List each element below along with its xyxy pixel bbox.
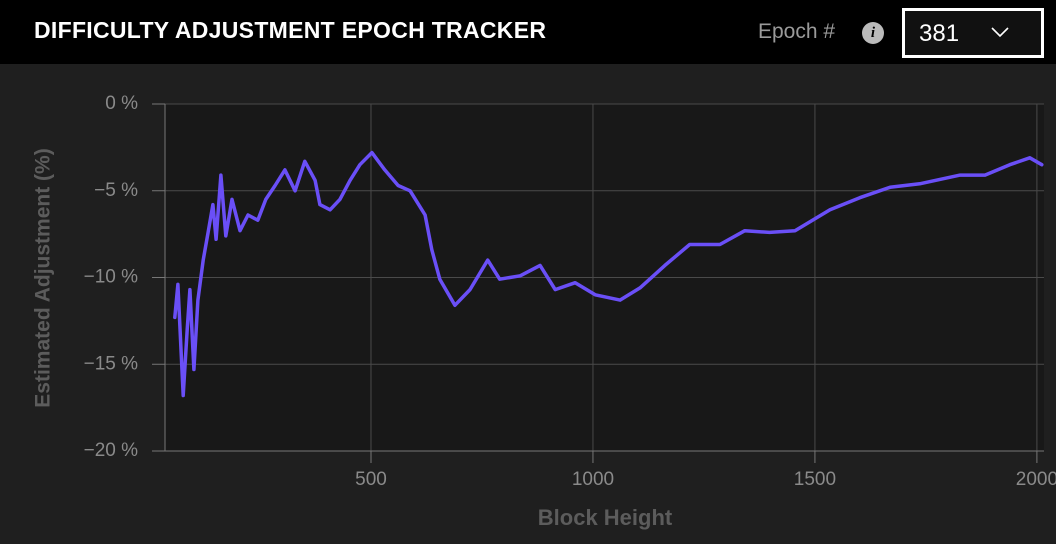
- x-tick-label: 2000: [1016, 469, 1056, 490]
- x-tick-label: 500: [355, 469, 387, 490]
- chevron: [991, 27, 1009, 38]
- y-tick-label: −20 %: [84, 440, 139, 461]
- epoch-value: 381: [919, 20, 960, 47]
- x-axis-label: Block Height: [538, 505, 673, 530]
- chart: 0 % −5 % −10 % −15 % −20 % 500 1000 1500 2000 Blo…: [32, 93, 1056, 530]
- epoch-label: Epoch #: [758, 20, 836, 43]
- epoch-select[interactable]: 381: [902, 8, 1044, 58]
- x-tick-label: 1500: [794, 469, 836, 490]
- y-tick-label: −15 %: [84, 353, 139, 374]
- x-tick-label: 1000: [572, 469, 614, 490]
- header: DIFFICULTY ADJUSTMENT EPOCH TRACKER Epoc…: [0, 0, 1056, 64]
- y-tick-label: −5 %: [94, 180, 138, 201]
- y-axis-label: Estimated Adjustment (%): [32, 148, 55, 407]
- data-line: [173, 150, 1044, 398]
- y-tick-label: −10 %: [84, 267, 139, 288]
- info-icon[interactable]: i: [862, 22, 884, 44]
- title: DIFFICULTY ADJUSTMENT EPOCH TRACKER: [34, 17, 547, 43]
- y-tick-label: 0 %: [105, 93, 138, 114]
